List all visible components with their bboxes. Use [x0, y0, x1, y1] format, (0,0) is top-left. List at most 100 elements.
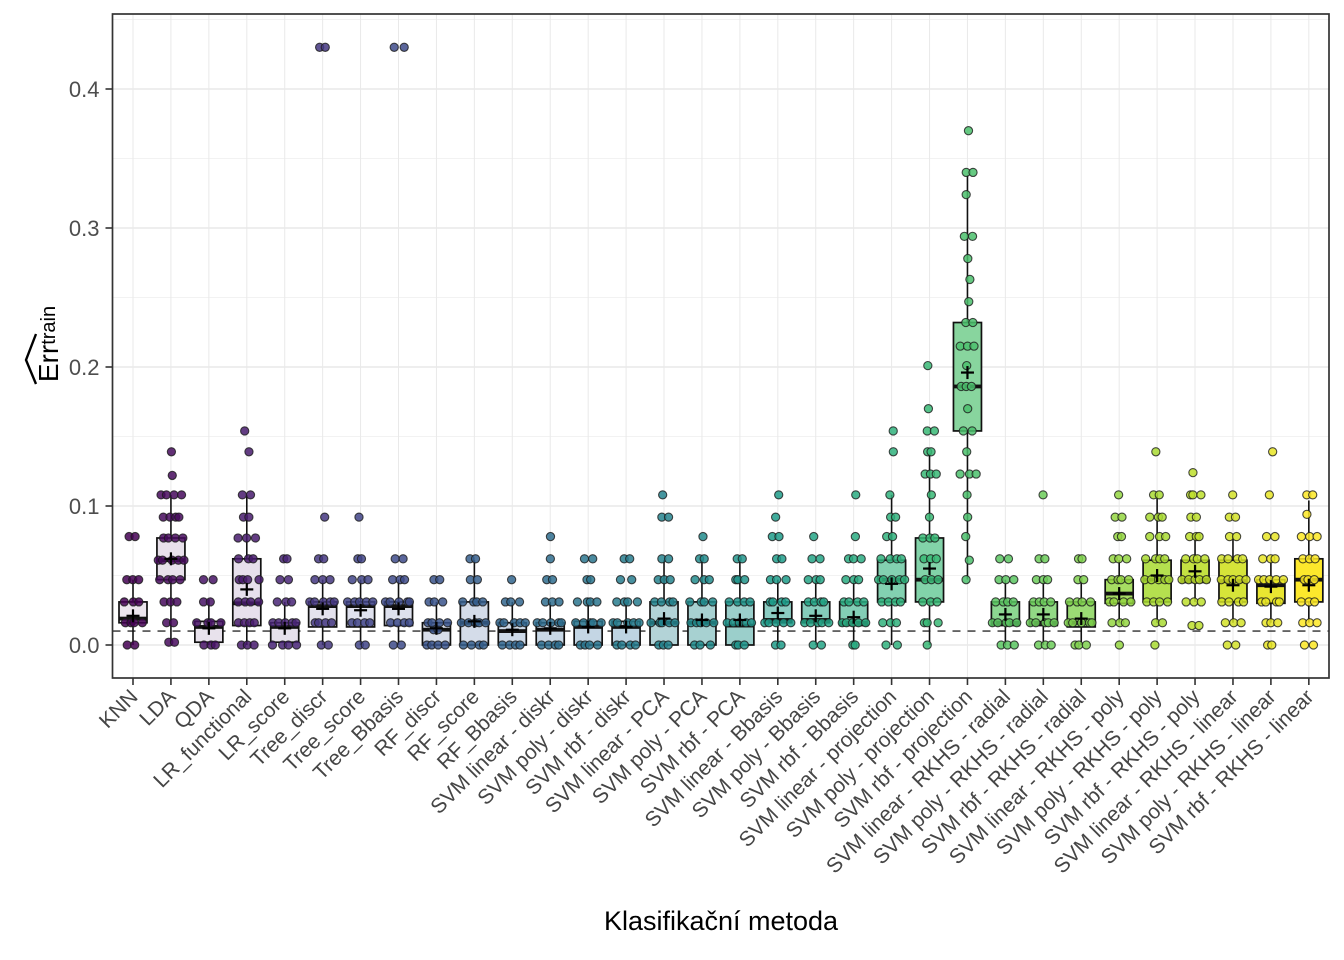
jitter-point: [1038, 490, 1048, 500]
jitter-point: [781, 575, 791, 585]
jitter-point: [627, 575, 637, 585]
jitter-point: [286, 597, 297, 607]
jitter-point: [1008, 597, 1019, 607]
boxplot-group: [1063, 554, 1097, 650]
jitter-point: [807, 554, 817, 564]
jitter-point: [1308, 490, 1318, 500]
jitter-point: [178, 533, 188, 543]
jitter-point: [179, 555, 189, 565]
jitter-point: [1267, 640, 1277, 650]
jitter-point: [254, 597, 264, 607]
jitter-point: [458, 597, 468, 607]
boxplot-group: [873, 426, 910, 650]
jitter-point: [134, 597, 144, 607]
jitter-point: [1085, 597, 1096, 607]
jitter-point: [506, 575, 517, 585]
jitter-point: [554, 597, 564, 607]
jitter-points: [267, 554, 302, 650]
jitter-point: [170, 533, 180, 543]
jitter-point: [969, 341, 979, 351]
jitter-point: [1270, 554, 1280, 564]
jitter-point: [1231, 531, 1242, 542]
jitter-points: [233, 426, 264, 650]
boxplot-group: [1216, 490, 1251, 650]
jitter-point: [856, 554, 866, 564]
jitter-point: [1079, 575, 1089, 585]
jitter-point: [848, 554, 859, 564]
jitter-point: [887, 531, 898, 542]
jitter-point: [777, 554, 787, 564]
jitter-point: [1194, 531, 1204, 542]
jitter-point: [770, 512, 781, 522]
jitter-point: [1181, 597, 1191, 607]
jitter-point: [745, 597, 755, 607]
jitter-points: [1296, 490, 1322, 650]
jitter-point: [1126, 597, 1136, 607]
jitter-point: [815, 575, 825, 585]
jitter-point: [172, 597, 182, 607]
jitter-point: [1040, 554, 1050, 564]
jitter-point: [668, 597, 678, 607]
jitter-point: [1151, 447, 1161, 457]
jitter-point: [926, 447, 936, 457]
jitter-point: [695, 640, 705, 650]
jitter-point: [1261, 597, 1271, 607]
jitter-point: [169, 637, 180, 647]
jitter-point: [663, 554, 674, 564]
jitter-point: [816, 640, 827, 650]
jitter-point: [1181, 554, 1191, 564]
jitter-point: [1161, 531, 1171, 542]
jitter-point: [248, 554, 258, 564]
jitter-point: [768, 597, 778, 607]
jitter-point: [435, 575, 445, 585]
jitter-point: [368, 597, 378, 607]
jitter-point: [216, 618, 226, 628]
jitter-point: [929, 426, 940, 436]
jitter-points: [532, 531, 567, 650]
jitter-point: [774, 531, 784, 542]
axes: 0.00.10.20.30.4KNNLDAQDALR_functionalLR_…: [69, 77, 1318, 878]
jitter-point: [1150, 640, 1160, 650]
panel-border: [111, 13, 1330, 679]
jitter-point: [1160, 554, 1170, 564]
boxplot-group: [532, 531, 567, 650]
jitter-point: [1116, 531, 1127, 542]
boxplot-group: [646, 490, 680, 650]
jitter-point: [1302, 509, 1312, 519]
jitter-point: [385, 597, 395, 607]
jitter-point: [1231, 640, 1241, 650]
jitter-point: [623, 597, 633, 607]
jitter-point: [809, 531, 819, 542]
jitter-point: [1009, 640, 1019, 650]
boxplot-group: [380, 42, 415, 650]
jitter-point: [244, 447, 254, 457]
jitter-point: [1224, 597, 1234, 607]
jitter-point: [584, 640, 595, 650]
jitter-points: [800, 531, 834, 650]
jitter-point: [964, 297, 974, 307]
jitter-point: [968, 167, 978, 178]
jitter-point: [233, 554, 244, 564]
boxplot-group: [153, 447, 189, 647]
jitter-point: [1164, 575, 1174, 585]
jitter-point: [365, 618, 375, 628]
jitter-point: [481, 618, 491, 628]
jitter-point: [888, 426, 898, 436]
jitter-point: [1117, 512, 1127, 522]
jitter-point: [588, 618, 598, 628]
jitter-point: [1278, 575, 1289, 585]
jitter-points: [987, 554, 1022, 650]
jitter-point: [210, 640, 220, 650]
jitter-point: [931, 469, 941, 479]
boxplot-group: [118, 531, 148, 650]
boxplot-group: [800, 531, 834, 650]
jitter-point: [1296, 597, 1306, 607]
jitter-point: [699, 597, 709, 607]
jitter-point: [1241, 575, 1251, 585]
boxplot-group: [192, 575, 226, 650]
jitter-point: [267, 640, 278, 650]
boxplot-group: [914, 360, 945, 650]
jitter-point: [774, 490, 784, 500]
jitter-point: [704, 575, 714, 585]
jitter-point: [429, 597, 439, 607]
